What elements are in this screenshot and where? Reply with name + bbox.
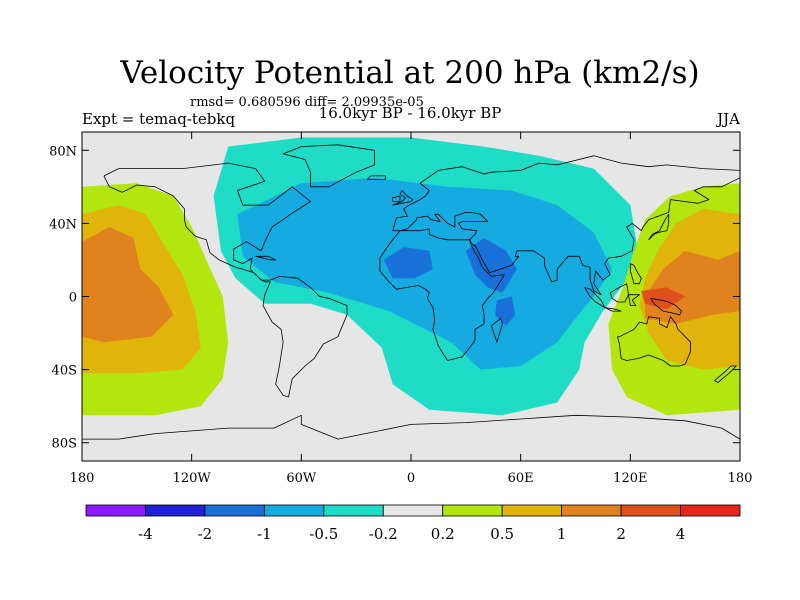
coastline-4: [617, 316, 691, 367]
x-tick-label-4: 60E: [508, 471, 534, 486]
x-tick-label-3: 0: [407, 471, 415, 486]
colorbar-swatch-4: [323, 504, 384, 517]
coastline-3: [379, 228, 505, 361]
coastline-15: [392, 195, 401, 202]
coastline-14: [392, 190, 414, 206]
contour-region-red-maritime-continent: [641, 287, 686, 310]
colorbar-swatch-7: [501, 504, 563, 517]
coastline-10: [650, 297, 682, 316]
y-tick-label-4: 80S: [52, 437, 77, 452]
coastline-0: [103, 162, 348, 398]
x-tick-label-5: 120E: [613, 471, 647, 486]
coastline-12: [648, 213, 670, 241]
y-tick-label-3: 40S: [52, 364, 77, 379]
coastline-18: [82, 414, 740, 461]
x-tick-label-2: 60W: [286, 471, 317, 486]
colorbar-label-5: 0.2: [431, 525, 455, 543]
coastline-16: [366, 175, 386, 180]
coastline-layer: [82, 144, 740, 461]
experiment-label: Expt = temaq-tebkq: [82, 110, 235, 128]
contour-fill-layer: [82, 137, 740, 416]
colorbar-swatch-1: [145, 504, 206, 517]
period-label: 16.0kyr BP - 16.0kyr BP: [319, 104, 502, 122]
x-tick-label-6: 180: [728, 471, 753, 486]
colorbar-swatch-3: [263, 504, 325, 517]
colorbar-swatch-2: [204, 504, 265, 517]
x-tick-label-1: 120W: [173, 471, 212, 486]
contour-region-light-blue-band: [237, 177, 613, 370]
stats-line: rmsd= 0.680596 diff= 2.09935e-05: [190, 95, 424, 110]
colorbar-label-2: -1: [257, 525, 272, 543]
coastline-1: [282, 144, 375, 188]
map-panel: [81, 131, 741, 462]
figure-title: Velocity Potential at 200 hPa (km2/s): [119, 55, 699, 91]
colorbar-label-1: -2: [198, 525, 213, 543]
contour-region-blue-core-africa: [383, 247, 433, 279]
x-axis: 180 120W 60W 0 60E 120E 180: [70, 132, 753, 486]
colorbar-label-9: 4: [676, 525, 686, 543]
colorbar-swatch-9: [620, 504, 681, 517]
y-axis: 80N 40N 0 40S 80S: [49, 144, 740, 452]
coastline-5: [491, 317, 503, 343]
colorbar-label-4: -0.2: [369, 525, 398, 543]
coastline-9: [628, 294, 640, 307]
colorbar-label-6: 0.5: [490, 525, 514, 543]
colorbar-label-0: -4: [138, 525, 153, 543]
y-tick-label-1: 40N: [49, 217, 77, 232]
y-tick-label-0: 80N: [49, 144, 77, 159]
colorbar-label-3: -0.5: [309, 525, 338, 543]
colorbar: -4 -2 -1 -0.5 -0.2 0.2 0.5 1 2 4: [85, 504, 741, 543]
coastline-2: [392, 155, 740, 296]
contour-region-orange-east-pacific: [82, 227, 174, 343]
colorbar-label-8: 2: [616, 525, 626, 543]
colorbar-label-7: 1: [557, 525, 567, 543]
y-tick-label-2: 0: [69, 291, 77, 306]
coastline-13: [714, 365, 737, 383]
colorbar-swatch-5: [382, 504, 444, 517]
colorbar-swatch-8: [561, 504, 622, 517]
coastline-8: [609, 283, 629, 303]
colorbar-swatch-0: [85, 504, 146, 517]
x-tick-label-0: 180: [70, 471, 95, 486]
coastline-11: [629, 263, 642, 285]
season-label: JJA: [715, 110, 740, 128]
colorbar-swatch-6: [442, 504, 503, 517]
coastline-17: [255, 255, 277, 261]
coastline-7: [604, 307, 622, 312]
colorbar-swatch-10: [680, 504, 741, 517]
